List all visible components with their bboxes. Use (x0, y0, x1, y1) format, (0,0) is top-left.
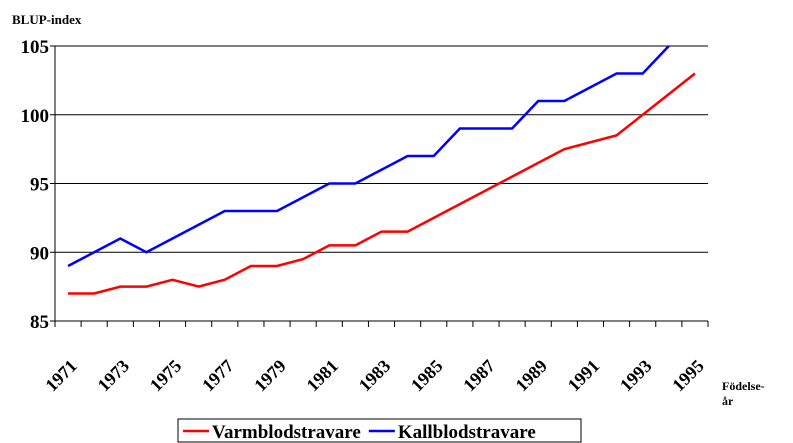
x-tick-label: 1981 (302, 356, 342, 396)
x-tick-label: 1977 (198, 356, 238, 396)
y-tick-label: 95 (30, 175, 49, 196)
y-tick-label: 100 (21, 106, 50, 127)
series-line (67, 45, 670, 268)
x-tick-label: 1995 (668, 356, 708, 396)
y-axis-label: BLUP-index (12, 12, 82, 27)
x-tick-label: 1993 (616, 356, 656, 396)
y-tick-label: 85 (30, 312, 49, 333)
legend-label: Varmblodstravare (212, 422, 361, 443)
x-axis-label: Födelse- (722, 379, 765, 393)
x-tick-label: 1979 (250, 356, 290, 396)
x-tick-label: 1971 (41, 356, 81, 396)
x-tick-label: 1983 (355, 356, 395, 396)
y-tick-label: 90 (30, 243, 49, 264)
x-tick-label: 1989 (511, 356, 551, 396)
x-axis-label: år (722, 394, 734, 408)
x-tick-label: 1985 (407, 356, 447, 396)
x-tick-label: 1975 (146, 356, 186, 396)
x-tick-label: 1991 (564, 356, 604, 396)
x-tick-label: 1973 (94, 356, 134, 396)
y-tick-label: 105 (21, 37, 50, 58)
series-line (68, 72, 696, 295)
legend-label: Kallblodstravare (398, 422, 536, 443)
x-tick-label: 1987 (459, 356, 499, 396)
